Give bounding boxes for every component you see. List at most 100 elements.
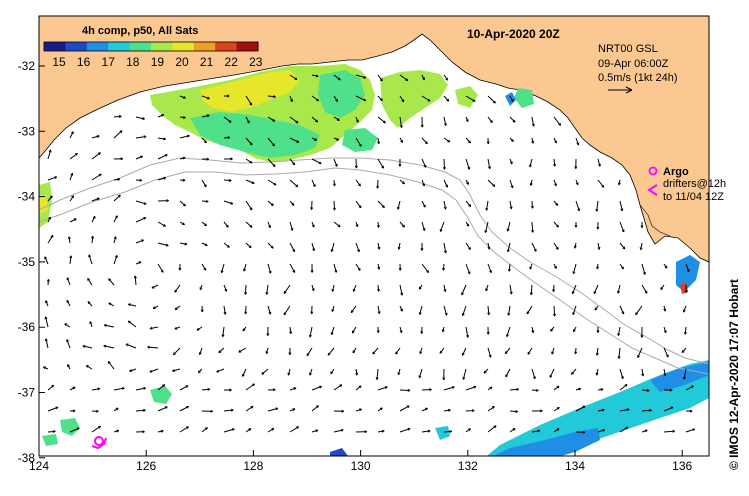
current-vector-head (485, 288, 489, 292)
current-vector (509, 200, 512, 210)
current-vector (199, 347, 203, 355)
current-vector-head (407, 388, 411, 392)
current-vector-head (445, 184, 448, 188)
current-vector (309, 368, 313, 376)
current-vector-head (98, 425, 101, 429)
current-vector-head (218, 350, 222, 354)
current-vector (399, 405, 410, 412)
current-vector (157, 242, 169, 247)
current-vector-head (117, 194, 121, 198)
current-vector (69, 427, 80, 433)
current-vector (421, 388, 432, 391)
current-vector (443, 430, 452, 433)
current-vector (663, 326, 667, 333)
current-vector-head (556, 428, 560, 431)
current-vector-head (115, 407, 119, 411)
current-vector-head (443, 289, 447, 292)
current-vector (355, 116, 359, 123)
current-vector (157, 263, 164, 273)
current-vectors (43, 74, 696, 434)
current-vector-head (75, 152, 78, 156)
current-vector (82, 345, 93, 349)
current-vector (641, 368, 644, 377)
current-vector-head (492, 183, 496, 187)
plot-frame (38, 15, 710, 457)
current-vector-head (635, 312, 639, 316)
current-vector-head (461, 313, 465, 316)
current-vector-head (197, 370, 201, 374)
current-vector-head (377, 141, 381, 145)
current-vector-head (290, 228, 294, 231)
current-vector (135, 261, 142, 265)
current-vector (87, 278, 93, 286)
current-vector-head (199, 287, 203, 291)
current-vector (179, 116, 186, 119)
current-vector-head (186, 134, 190, 138)
current-vector-head (540, 409, 543, 413)
current-vector-head (165, 243, 169, 247)
current-vector-head (489, 120, 493, 124)
current-vector-head (311, 288, 315, 292)
current-vector-head (294, 77, 298, 81)
current-vector-head (243, 268, 246, 272)
current-vector-head (172, 369, 175, 373)
argo-legend: Argo drifters@12h to 11/04 12Z (647, 166, 726, 203)
current-vector-head (506, 334, 509, 338)
current-vector-head (376, 330, 380, 333)
current-vector (663, 406, 674, 412)
current-vector (529, 158, 533, 168)
current-vector (267, 407, 279, 412)
current-vector-head (334, 163, 338, 167)
current-vector (127, 320, 137, 328)
current-vector-head (160, 269, 164, 273)
current-vector-head (50, 234, 54, 238)
current-vector-head (183, 115, 186, 119)
current-vector (267, 200, 274, 207)
current-vector (91, 173, 102, 181)
current-vector-head (283, 312, 287, 316)
current-vector (157, 114, 165, 118)
current-vector (487, 263, 492, 273)
current-vector-head (377, 311, 381, 315)
current-vector (283, 284, 291, 294)
current-vector-head (315, 74, 319, 78)
current-vector-head (315, 429, 319, 433)
current-vector-head (223, 311, 227, 315)
current-vector (222, 326, 225, 337)
current-vector (421, 158, 427, 168)
current-vector (333, 429, 344, 433)
current-vector (571, 368, 577, 375)
current-vector-head (330, 249, 334, 252)
current-vector-head (665, 354, 669, 358)
current-vector (64, 323, 71, 328)
current-vector-head (268, 311, 272, 315)
current-vector-head (230, 201, 234, 205)
current-vector (45, 300, 49, 307)
current-vector (69, 386, 76, 391)
current-vector-head (574, 166, 578, 169)
current-vector-head (143, 135, 147, 139)
current-vector-head (174, 307, 178, 310)
current-vector (333, 200, 336, 211)
sst-patches (39, 64, 709, 456)
current-vector-head (363, 98, 367, 102)
current-vector-head (531, 330, 535, 333)
current-vector (551, 347, 555, 355)
current-vector (223, 428, 235, 433)
current-vector (443, 409, 451, 412)
current-vector-head (644, 429, 648, 433)
current-vector (330, 368, 335, 375)
current-vector-head (178, 267, 182, 271)
current-vector-head (422, 228, 426, 231)
current-vector-head (103, 344, 107, 348)
current-vector-head (273, 182, 277, 186)
current-vector (289, 387, 297, 391)
current-vector (377, 221, 380, 228)
current-vector-head (272, 143, 275, 147)
current-vector-head (206, 96, 210, 100)
current-vector-head (332, 183, 336, 187)
current-vector (157, 154, 168, 160)
current-vector-head (247, 120, 250, 124)
argo-float-marker[interactable] (94, 436, 104, 446)
current-vector (311, 74, 319, 77)
